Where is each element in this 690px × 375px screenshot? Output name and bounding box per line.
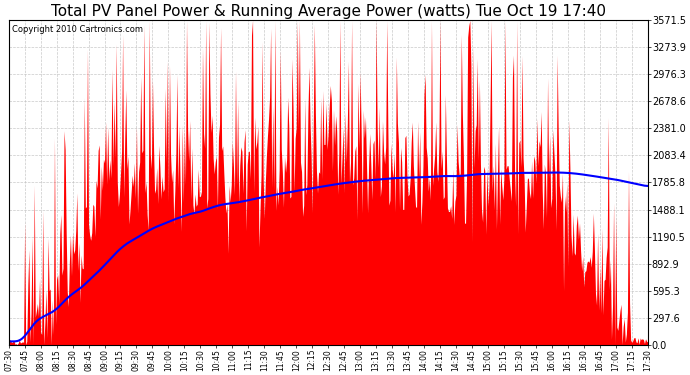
Title: Total PV Panel Power & Running Average Power (watts) Tue Oct 19 17:40: Total PV Panel Power & Running Average P…	[50, 4, 606, 19]
Text: Copyright 2010 Cartronics.com: Copyright 2010 Cartronics.com	[12, 25, 143, 34]
